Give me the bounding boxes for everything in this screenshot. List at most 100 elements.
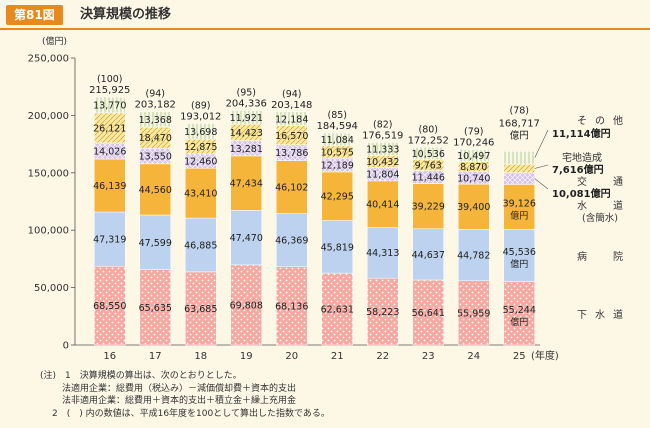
bar-segment [503, 151, 535, 165]
x-tick-label: 17 [149, 351, 162, 362]
bar-segment [94, 266, 126, 346]
legend-label-suido: 水 [577, 200, 587, 212]
bar-segment [367, 227, 399, 279]
bar-value-label: 44,637 [412, 250, 445, 261]
bar-value-label: 18,470 [139, 133, 172, 144]
bar-value-label: 46,885 [184, 240, 217, 251]
bar-value-label: 10,575 [321, 147, 354, 158]
bar-value-label: 26,121 [93, 123, 126, 134]
figure-title: 決算規模の推移 [80, 7, 172, 22]
bar-segment [458, 149, 490, 162]
legend-label-suido: 道 [613, 199, 623, 212]
x-tick-label: 20 [285, 351, 298, 362]
bar-value-label: 40,414 [366, 200, 399, 211]
bar-segment [458, 229, 490, 282]
bar-value-label: 46,102 [275, 183, 308, 194]
bar-segment [94, 158, 126, 213]
x-tick-label: 18 [194, 351, 207, 362]
total-label: 203,182 [135, 100, 176, 111]
bar-value-label: 8,870 [460, 162, 487, 173]
bar-segment [230, 210, 262, 266]
bar-segment [367, 277, 399, 346]
x-tick-label: 25 [513, 351, 526, 362]
bar-segment [458, 183, 490, 230]
index-label: (79) [464, 127, 484, 138]
bar-value-label: 43,410 [184, 189, 217, 200]
y-tick-label: 150,000 [28, 168, 69, 179]
bar-segment [94, 211, 126, 267]
bar-value-label: 10,740 [457, 173, 490, 184]
bar-value-label: 39,126 [503, 198, 536, 209]
total-label: 170,246 [453, 138, 494, 149]
note-line-3: 法非適用企業：総費用＋資本的支出＋積立金＋繰上充用金 [62, 396, 297, 406]
bar-segment [503, 163, 535, 174]
y-tick-label: 100,000 [28, 226, 69, 237]
bar-value-label: 14,423 [230, 128, 263, 139]
x-tick-label: 19 [240, 351, 253, 362]
bar-segment [230, 264, 262, 346]
figure-number-badge: 第81図 [6, 5, 63, 25]
index-label: (94) [145, 89, 165, 100]
x-axis: 16 17 18 19 20 21 22 23 24 25 [103, 351, 525, 362]
bar-segment [367, 142, 399, 156]
bar-segment [276, 160, 308, 214]
bar-value-label: 56,641 [412, 308, 445, 319]
note-line-1: (注) 1 決算規模の算出は、次のとおりとした。 [40, 371, 242, 381]
total-label: 172,252 [408, 135, 449, 146]
bar-value-label: 44,313 [366, 248, 399, 259]
bar-segment [412, 147, 444, 160]
bar-value-label: 10,497 [457, 151, 490, 162]
header-divider [0, 28, 650, 30]
index-label: (82) [373, 119, 393, 130]
bar-segment [412, 183, 444, 229]
total-label: 176,519 [362, 130, 403, 141]
bar-value-label: 13,786 [275, 148, 308, 159]
bar-segment [139, 111, 171, 128]
bar-value-label: 10,432 [366, 157, 399, 168]
legend-label-kotsu: 通 [613, 176, 623, 188]
bar-value-label: 69,808 [230, 300, 263, 311]
legend-label-takuchi: 宅地造成 [562, 151, 602, 164]
bar-segment [276, 111, 308, 127]
index-label: (80) [418, 124, 438, 135]
bar-value-label: 11,333 [366, 144, 399, 155]
bar-segment [321, 132, 353, 147]
note-line-4: 2 ( ) 内の数値は、平成16年度を100として算出した指数である。 [52, 408, 330, 419]
bar-segment [321, 171, 353, 221]
bar-segment [185, 123, 217, 140]
legend-value-kotsu: 10,081億円 [552, 187, 611, 200]
index-label: (100) [97, 74, 123, 85]
bar-segment [321, 272, 353, 346]
bar-segment [321, 220, 353, 274]
stacked-bar-chart: (億円) 0 50,000 100,000 150,000 200,000 250,000… [28, 35, 623, 362]
legend-label-byoin: 院 [613, 250, 623, 263]
bar-value-label: 55,244 [503, 305, 536, 316]
legend-label-gesuido: 道 [613, 308, 623, 321]
bar-value-label: 44,560 [139, 185, 172, 196]
bar-value-label: 46,369 [275, 236, 308, 247]
bar-segment [139, 269, 171, 346]
bar-value-label: 47,319 [93, 235, 126, 246]
bar-value-label: 39,229 [412, 202, 445, 213]
bar-value-label: 42,295 [321, 192, 354, 203]
legend-label-sonota: そ [577, 115, 587, 127]
bars-group: 68,550 47,319 46,139 14,026 26,121 13,770 (100… [89, 74, 540, 346]
bar-segment [185, 271, 217, 346]
bar-segment [367, 180, 399, 228]
bar-segment [185, 217, 217, 273]
bar-value-label: 11,921 [230, 113, 263, 124]
bar-value-label: 12,184 [275, 114, 308, 125]
total-label: 184,594 [317, 121, 358, 132]
bar-value-label: 10,536 [412, 149, 445, 160]
bar-segment [94, 96, 126, 114]
bar-segment [503, 184, 535, 230]
note-line-2: 法適用企業：総費用（税込み）－減価償却費＋資本的支出 [62, 383, 297, 394]
bar-value-label: 12,875 [184, 142, 217, 153]
bar-unit-label: 億円 [510, 258, 528, 270]
index-label: (78) [509, 105, 529, 116]
bar-value-label: 12,460 [184, 157, 217, 168]
bar-segment [139, 163, 171, 216]
bar-value-label: 13,770 [93, 101, 126, 112]
bar-value-label: 16,570 [275, 131, 308, 142]
bar-segment [503, 229, 535, 282]
